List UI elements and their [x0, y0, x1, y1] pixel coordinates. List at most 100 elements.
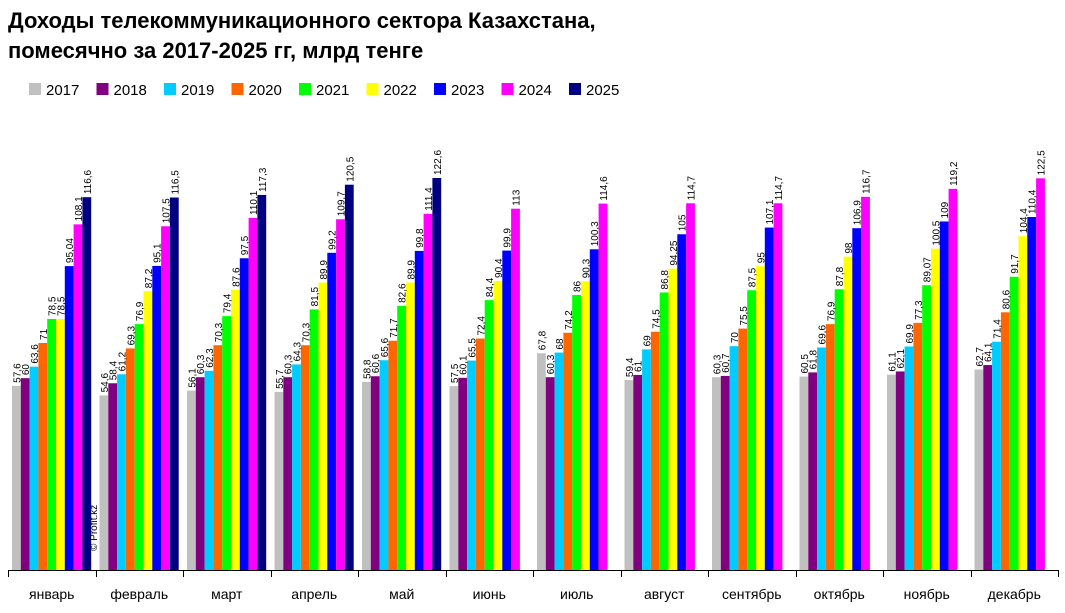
x-tick-label-декабрь: декабрь	[988, 586, 1041, 602]
bar-2020-декабрь	[1000, 312, 1010, 570]
data-label-2017-август: 59,4	[625, 357, 636, 377]
data-label-2024-июль: 114,6	[599, 176, 610, 201]
legend-label-2020: 2020	[249, 82, 282, 99]
data-label-2018-май: 60,6	[371, 353, 382, 373]
bar-2019-ноябрь	[904, 346, 914, 570]
data-label-2018-октябрь: 61,8	[809, 349, 820, 369]
bar-2022-август	[668, 268, 678, 570]
bar-2022-февраль	[143, 291, 153, 570]
data-label-2017-декабрь: 62,7	[975, 347, 986, 367]
bar-2021-июль	[572, 295, 581, 570]
legend-swatch-2019	[164, 83, 176, 95]
legend-swatch-2021	[299, 83, 311, 95]
data-label-2019-апрель: 64,3	[293, 342, 304, 362]
x-tick-label-июль: июль	[560, 586, 593, 602]
x-tick-label-ноябрь: ноябрь	[904, 586, 950, 602]
bar-2023-август	[677, 234, 687, 570]
data-label-2023-июнь: 99,9	[503, 228, 514, 248]
bar-2017-декабрь	[974, 369, 984, 570]
data-label-2023-март: 97,5	[240, 235, 251, 255]
data-label-2023-август: 105	[678, 214, 689, 231]
bar-2020-август	[650, 331, 660, 570]
data-label-2020-январь: 71	[39, 328, 50, 340]
data-label-2019-март: 62,3	[205, 348, 216, 368]
data-label-2019-июль: 68	[555, 338, 566, 350]
bar-2024-март	[248, 217, 258, 570]
data-label-2019-февраль: 61,2	[118, 351, 129, 371]
bar-2018-март	[195, 377, 205, 570]
legend-label-2019: 2019	[181, 82, 214, 99]
data-label-2020-ноябрь: 77,3	[914, 300, 925, 320]
chart-title-line-2: помесячно за 2017-2025 гг, млрд тенге	[8, 38, 424, 63]
data-label-2022-февраль: 87,2	[144, 268, 155, 288]
value-labels-layer: 57,66063,67178,578,595,04108,1116,654,65…	[12, 150, 1047, 393]
data-label-2019-июнь: 65,5	[468, 338, 479, 358]
bar-2018-сентябрь	[720, 375, 730, 570]
bar-2020-апрель	[300, 345, 310, 570]
bar-2023-октябрь	[852, 228, 862, 570]
bar-2023-ноябрь	[939, 221, 949, 571]
data-label-2022-август: 94,25	[669, 240, 680, 265]
data-label-2024-январь: 108,1	[74, 196, 85, 221]
bar-2017-январь	[12, 385, 21, 570]
data-label-2019-май: 65,6	[380, 337, 391, 357]
data-label-2022-март: 87,6	[231, 267, 242, 287]
data-label-2020-август: 74,5	[651, 309, 662, 329]
data-label-2021-июль: 86	[573, 280, 584, 292]
bar-2021-октябрь	[834, 289, 844, 570]
legend-swatch-2018	[96, 83, 109, 95]
data-label-2021-август: 86,8	[660, 270, 671, 290]
bar-2020-ноябрь	[913, 322, 923, 570]
x-tick-label-октябрь: октябрь	[814, 586, 865, 602]
data-label-2022-июль: 90,3	[581, 258, 592, 278]
bar-2019-февраль	[117, 374, 126, 570]
data-label-2021-апрель: 81,5	[310, 287, 321, 307]
bar-2019-декабрь	[992, 341, 1001, 570]
data-label-2018-июль: 60,3	[546, 354, 557, 374]
legend-label-2024: 2024	[519, 82, 552, 99]
bar-2017-август	[624, 380, 634, 570]
bar-2025-февраль	[169, 197, 179, 570]
legend-label-2025: 2025	[586, 82, 619, 99]
bar-2018-январь	[20, 378, 30, 570]
x-tick-label-сентябрь: сентябрь	[722, 586, 782, 602]
x-tick-label-июнь: июнь	[473, 586, 506, 602]
data-label-2019-сентябрь: 70	[730, 332, 741, 344]
bar-2017-март	[187, 390, 196, 570]
bar-2024-май	[423, 213, 433, 570]
x-tick-label-январь: январь	[29, 586, 74, 602]
data-label-2023-январь: 95,04	[65, 238, 76, 263]
bar-2024-июль	[598, 203, 608, 570]
data-label-2020-декабрь: 80,6	[1001, 289, 1012, 309]
data-label-2022-июнь: 90,4	[494, 258, 505, 278]
bar-2019-июль	[554, 352, 564, 570]
bar-2021-апрель	[309, 309, 319, 570]
bar-2019-октябрь	[817, 347, 826, 570]
bar-2017-май	[362, 381, 371, 570]
data-label-2019-октябрь: 69,6	[818, 325, 829, 345]
data-label-2018-февраль: 58,4	[109, 360, 120, 380]
data-label-2018-сентябрь: 60,7	[721, 353, 732, 373]
bar-2021-июнь	[484, 300, 494, 570]
data-label-2024-май: 111,4	[424, 187, 435, 211]
data-label-2018-апрель: 60,3	[284, 354, 295, 374]
bar-2024-февраль	[161, 226, 170, 570]
legend-swatch-2025	[569, 83, 581, 95]
bar-2019-сентябрь	[729, 346, 739, 570]
bar-2020-октябрь	[825, 324, 835, 570]
bar-2018-май	[370, 376, 380, 570]
data-label-2018-декабрь: 64,1	[984, 342, 995, 362]
bar-2024-ноябрь	[948, 188, 958, 570]
legend-swatch-2020	[231, 83, 244, 95]
data-label-2019-ноябрь: 69,9	[905, 324, 916, 344]
data-label-2017-апрель: 55,7	[275, 369, 286, 389]
data-label-2020-июль: 74,2	[564, 310, 575, 330]
legend-label-2018: 2018	[114, 82, 147, 99]
data-label-2021-февраль: 76,9	[135, 301, 146, 321]
data-label-2024-сентябрь: 114,7	[774, 176, 785, 201]
data-label-2021-май: 82,6	[398, 283, 409, 303]
data-label-2025-январь: 116,6	[83, 169, 94, 194]
bar-2020-февраль	[125, 348, 135, 570]
data-label-2023-сентябрь: 107,1	[765, 199, 776, 224]
